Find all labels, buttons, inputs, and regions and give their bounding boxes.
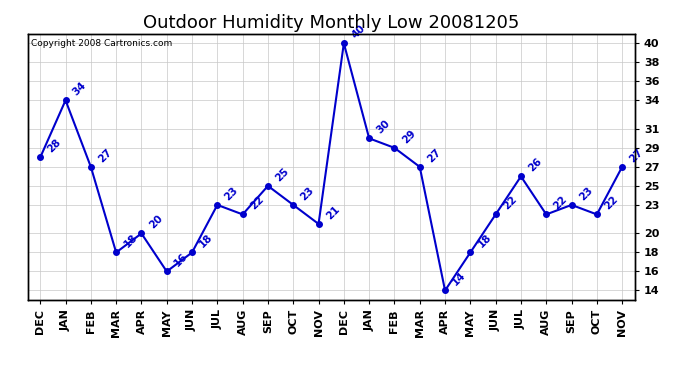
Text: 23: 23: [299, 185, 316, 202]
Text: 14: 14: [451, 270, 468, 288]
Text: 21: 21: [324, 204, 342, 221]
Text: 20: 20: [147, 213, 164, 231]
Text: 26: 26: [526, 156, 544, 174]
Text: 18: 18: [121, 232, 139, 250]
Text: 22: 22: [248, 194, 266, 211]
Text: Copyright 2008 Cartronics.com: Copyright 2008 Cartronics.com: [30, 39, 172, 48]
Text: 22: 22: [552, 194, 569, 211]
Text: 27: 27: [628, 147, 645, 164]
Text: 29: 29: [400, 128, 417, 145]
Text: 25: 25: [273, 166, 290, 183]
Text: 18: 18: [476, 232, 493, 250]
Title: Outdoor Humidity Monthly Low 20081205: Outdoor Humidity Monthly Low 20081205: [143, 14, 520, 32]
Text: 34: 34: [71, 80, 88, 98]
Text: 18: 18: [197, 232, 215, 250]
Text: 40: 40: [349, 23, 367, 40]
Text: 22: 22: [501, 194, 518, 211]
Text: 27: 27: [425, 147, 443, 164]
Text: 23: 23: [223, 185, 240, 202]
Text: 22: 22: [602, 194, 620, 211]
Text: 27: 27: [97, 147, 114, 164]
Text: 23: 23: [577, 185, 594, 202]
Text: 28: 28: [46, 137, 63, 154]
Text: 16: 16: [172, 251, 190, 269]
Text: 30: 30: [375, 118, 392, 136]
